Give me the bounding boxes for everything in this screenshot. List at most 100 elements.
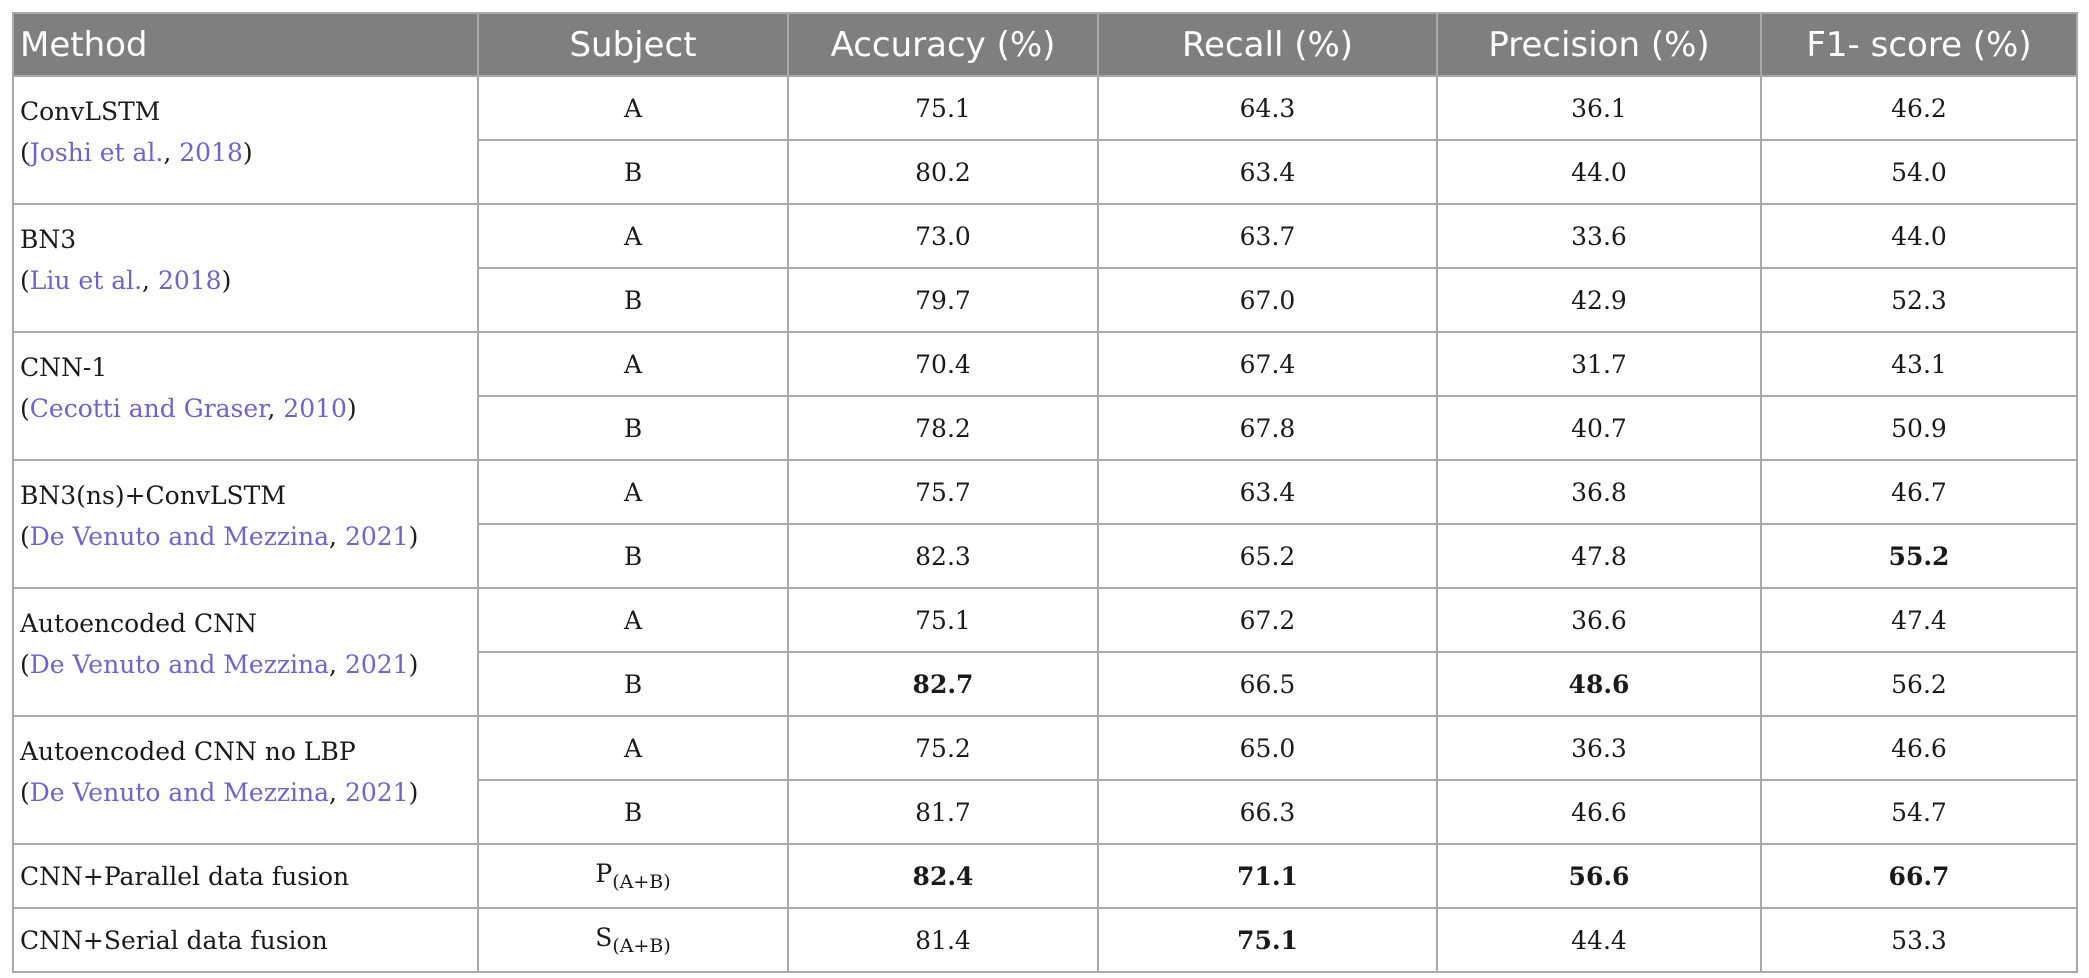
precision-cell: 46.6 xyxy=(1436,779,1762,845)
method-name: BN3 xyxy=(20,225,77,254)
header-f1: F1- score (%) xyxy=(1760,12,2078,77)
f1-cell: 52.3 xyxy=(1760,267,2078,333)
method-citation: (De Venuto and Mezzina, 2021) xyxy=(20,644,471,685)
method-name: ConvLSTM xyxy=(20,97,161,126)
accuracy-cell: 82.4 xyxy=(787,843,1099,909)
method-cell: Autoencoded CNN no LBP (De Venuto and Me… xyxy=(12,715,479,845)
subject-cell: S(A+B) xyxy=(477,907,789,973)
recall-cell: 63.4 xyxy=(1097,139,1438,205)
table-row: B 78.2 67.8 40.7 50.9 xyxy=(13,395,2078,461)
method-cell: CNN-1 (Cecotti and Graser, 2010) xyxy=(12,331,479,461)
f1-cell: 56.2 xyxy=(1760,651,2078,717)
header-method: Method xyxy=(12,12,479,77)
method-name: Autoencoded CNN xyxy=(20,609,257,638)
method-citation: (De Venuto and Mezzina, 2021) xyxy=(20,772,471,813)
cite-authors-link[interactable]: Liu et al. xyxy=(29,266,143,295)
table-row: Autoencoded CNN (De Venuto and Mezzina, … xyxy=(12,587,2078,717)
table-row: Autoencoded CNN no LBP (De Venuto and Me… xyxy=(12,715,2078,845)
method-name: CNN+Parallel data fusion xyxy=(20,861,350,891)
cite-year-link[interactable]: 2018 xyxy=(157,266,222,295)
precision-cell: 36.1 xyxy=(1436,75,1762,141)
cite-authors-link[interactable]: De Venuto and Mezzina xyxy=(29,650,330,679)
subject-cell: B xyxy=(477,267,789,333)
accuracy-cell: 73.0 xyxy=(787,203,1099,269)
accuracy-cell: 82.7 xyxy=(787,651,1099,717)
precision-cell: 40.7 xyxy=(1436,395,1762,461)
table-row: BN3 (Liu et al., 2018) A 73.0 63.7 33.6 … xyxy=(12,203,2078,333)
table-row: ConvLSTM (Joshi et al., 2018) A 75.1 64.… xyxy=(12,75,2078,205)
cite-sep: , xyxy=(329,522,345,551)
cite-close: ) xyxy=(221,266,232,295)
f1-cell: 54.7 xyxy=(1760,779,2078,845)
f1-cell: 66.7 xyxy=(1760,843,2078,909)
cite-close: ) xyxy=(242,138,253,167)
subject-cell: A xyxy=(477,75,789,141)
method-name: CNN-1 xyxy=(20,353,108,382)
subject-cell: A xyxy=(477,203,789,269)
cite-year-link[interactable]: 2021 xyxy=(344,778,409,807)
accuracy-cell: 79.7 xyxy=(787,267,1099,333)
accuracy-cell: 75.1 xyxy=(787,587,1099,653)
recall-cell: 65.0 xyxy=(1097,715,1438,781)
recall-cell: 67.8 xyxy=(1097,395,1438,461)
subject-cell: A xyxy=(477,459,789,525)
cite-close: ) xyxy=(408,778,419,807)
cite-sep: , xyxy=(329,650,345,679)
f1-cell: 54.0 xyxy=(1760,139,2078,205)
precision-cell: 48.6 xyxy=(1436,651,1762,717)
cite-authors-link[interactable]: De Venuto and Mezzina xyxy=(29,522,330,551)
cite-authors-link[interactable]: De Venuto and Mezzina xyxy=(29,778,330,807)
f1-cell: 53.3 xyxy=(1760,907,2078,973)
table-row: CNN+Serial data fusion S(A+B) 81.4 75.1 … xyxy=(12,907,2078,973)
f1-cell: 46.6 xyxy=(1760,715,2078,781)
method-cell: CNN+Parallel data fusion xyxy=(12,843,479,909)
f1-cell: 43.1 xyxy=(1760,331,2078,397)
cite-year-link[interactable]: 2010 xyxy=(283,394,347,423)
subject-main: P xyxy=(595,859,613,888)
cite-sep: , xyxy=(267,394,284,423)
precision-cell: 31.7 xyxy=(1436,331,1762,397)
cite-open: ( xyxy=(20,138,30,167)
method-cell: Autoencoded CNN (De Venuto and Mezzina, … xyxy=(12,587,479,717)
header-recall: Recall (%) xyxy=(1097,12,1438,77)
recall-cell: 65.2 xyxy=(1097,523,1438,589)
recall-cell: 75.1 xyxy=(1097,907,1438,973)
table-row: B 82.7 66.5 48.6 56.2 xyxy=(13,651,2078,717)
cite-authors-link[interactable]: Cecotti and Graser xyxy=(29,394,268,423)
subject-main: S xyxy=(595,923,613,952)
recall-cell: 67.4 xyxy=(1097,331,1438,397)
precision-cell: 44.0 xyxy=(1436,139,1762,205)
table-row: B 79.7 67.0 42.9 52.3 xyxy=(13,267,2078,333)
cite-year-link[interactable]: 2021 xyxy=(344,522,409,551)
cite-sep: , xyxy=(163,138,180,167)
header-accuracy: Accuracy (%) xyxy=(787,12,1099,77)
f1-cell: 55.2 xyxy=(1760,523,2078,589)
method-cell: BN3(ns)+ConvLSTM (De Venuto and Mezzina,… xyxy=(12,459,479,589)
method-name: BN3(ns)+ConvLSTM xyxy=(20,481,286,510)
recall-cell: 66.5 xyxy=(1097,651,1438,717)
f1-cell: 46.7 xyxy=(1760,459,2078,525)
cite-authors-link[interactable]: Joshi et al. xyxy=(29,138,164,167)
header-precision: Precision (%) xyxy=(1436,12,1762,77)
method-name: CNN+Serial data fusion xyxy=(20,925,328,955)
cite-year-link[interactable]: 2018 xyxy=(179,138,243,167)
subject-cell: A xyxy=(477,587,789,653)
results-table: Method Subject Accuracy (%) Recall (%) P… xyxy=(12,12,2078,973)
precision-cell: 42.9 xyxy=(1436,267,1762,333)
method-citation: (Cecotti and Graser, 2010) xyxy=(20,388,471,429)
table-row: B 80.2 63.4 44.0 54.0 xyxy=(13,139,2078,205)
cite-sep: , xyxy=(329,778,345,807)
subject-cell: B xyxy=(477,779,789,845)
cite-year-link[interactable]: 2021 xyxy=(344,650,409,679)
accuracy-cell: 75.2 xyxy=(787,715,1099,781)
cite-open: ( xyxy=(20,266,30,295)
subject-cell: A xyxy=(477,331,789,397)
cite-open: ( xyxy=(20,650,30,679)
accuracy-cell: 75.7 xyxy=(787,459,1099,525)
subject-cell: A xyxy=(477,715,789,781)
accuracy-cell: 80.2 xyxy=(787,139,1099,205)
f1-cell: 44.0 xyxy=(1760,203,2078,269)
f1-cell: 46.2 xyxy=(1760,75,2078,141)
recall-cell: 66.3 xyxy=(1097,779,1438,845)
cite-open: ( xyxy=(20,522,30,551)
